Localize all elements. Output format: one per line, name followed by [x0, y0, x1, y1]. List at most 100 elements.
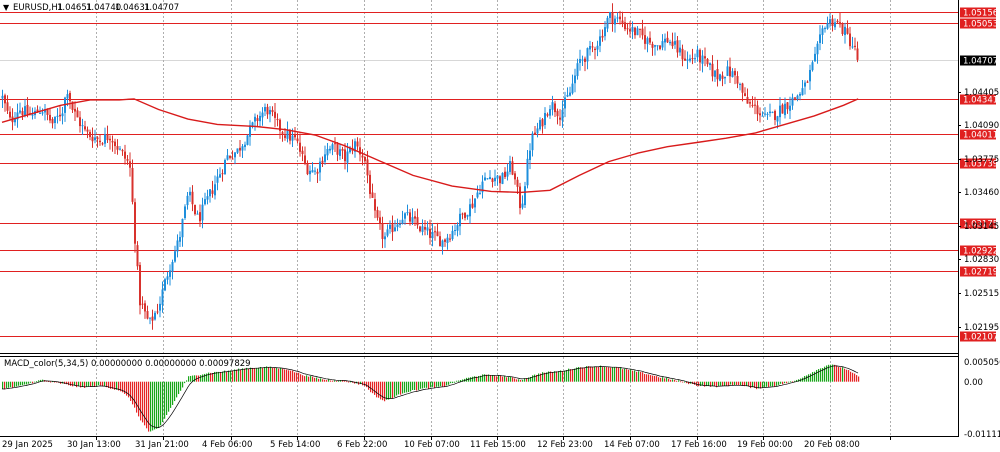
candle[interactable] [249, 120, 251, 146]
candle[interactable] [696, 45, 699, 62]
candle[interactable] [769, 103, 771, 117]
candle[interactable] [566, 87, 569, 98]
candle[interactable] [691, 48, 694, 65]
candle[interactable] [731, 68, 734, 78]
candle[interactable] [74, 101, 76, 122]
candle[interactable] [539, 117, 541, 131]
candle[interactable] [799, 92, 801, 101]
candle[interactable] [849, 26, 851, 50]
candle[interactable] [844, 22, 846, 44]
candle[interactable] [404, 212, 406, 225]
candle[interactable] [641, 19, 644, 40]
candle[interactable] [669, 39, 671, 46]
candle[interactable] [354, 138, 356, 158]
candle[interactable] [376, 206, 379, 221]
candle[interactable] [409, 209, 411, 226]
candle[interactable] [824, 26, 826, 33]
candle[interactable] [556, 108, 559, 125]
candle[interactable] [766, 112, 769, 120]
candlesticks[interactable] [1, 3, 859, 330]
candle[interactable] [124, 144, 126, 165]
candle[interactable] [319, 157, 321, 181]
candle[interactable] [496, 174, 499, 186]
candle[interactable] [804, 80, 806, 95]
candle[interactable] [564, 91, 566, 118]
candle[interactable] [421, 219, 424, 236]
candle[interactable] [324, 145, 326, 165]
candle[interactable] [779, 97, 781, 125]
candle[interactable] [614, 15, 616, 33]
candle[interactable] [841, 22, 844, 36]
candle[interactable] [411, 208, 414, 226]
candle[interactable] [541, 117, 544, 134]
candle[interactable] [774, 109, 776, 126]
candle[interactable] [381, 216, 384, 249]
candle[interactable] [269, 106, 271, 123]
candle[interactable] [789, 96, 791, 120]
candle[interactable] [56, 108, 59, 124]
candle[interactable] [771, 111, 774, 114]
candle[interactable] [591, 42, 594, 53]
candle[interactable] [326, 142, 329, 161]
candle[interactable] [134, 198, 136, 253]
candle[interactable] [519, 182, 521, 215]
candle[interactable] [791, 93, 794, 110]
candle[interactable] [159, 296, 161, 318]
candle[interactable] [589, 40, 591, 56]
candle[interactable] [399, 219, 401, 228]
candle[interactable] [436, 222, 439, 237]
candle[interactable] [336, 141, 339, 162]
candle[interactable] [506, 163, 509, 181]
candle[interactable] [491, 177, 494, 188]
candle[interactable] [181, 218, 184, 247]
candle[interactable] [826, 16, 829, 30]
candle[interactable] [4, 93, 6, 112]
candle[interactable] [126, 154, 129, 165]
candle[interactable] [174, 245, 176, 263]
candle[interactable] [836, 19, 839, 24]
candle[interactable] [544, 107, 546, 129]
candle[interactable] [251, 121, 254, 129]
candle[interactable] [26, 97, 29, 118]
candle[interactable] [629, 21, 631, 38]
candle[interactable] [114, 138, 116, 154]
candle[interactable] [534, 126, 536, 135]
candle[interactable] [406, 204, 409, 216]
candle[interactable] [811, 60, 814, 72]
candle[interactable] [79, 111, 81, 133]
candle[interactable] [241, 143, 244, 158]
candle[interactable] [339, 143, 341, 160]
candle[interactable] [164, 277, 166, 292]
candle[interactable] [786, 102, 789, 114]
candle[interactable] [546, 112, 549, 118]
candle[interactable] [306, 160, 309, 176]
candle[interactable] [169, 264, 171, 286]
candle[interactable] [9, 106, 11, 120]
candle[interactable] [59, 105, 61, 122]
candle[interactable] [189, 187, 191, 202]
candle[interactable] [654, 44, 656, 56]
candle[interactable] [454, 224, 456, 236]
candle[interactable] [186, 191, 189, 210]
candle[interactable] [511, 156, 514, 176]
candle[interactable] [344, 143, 346, 170]
candle[interactable] [831, 14, 834, 32]
candle[interactable] [231, 150, 234, 160]
candle[interactable] [234, 151, 236, 165]
candle[interactable] [471, 195, 474, 209]
candle[interactable] [576, 58, 579, 80]
candle[interactable] [854, 37, 856, 51]
candle[interactable] [144, 300, 146, 319]
candle[interactable] [599, 29, 601, 53]
candle[interactable] [154, 310, 156, 321]
candle[interactable] [309, 165, 311, 182]
candle[interactable] [46, 108, 49, 121]
candle[interactable] [584, 56, 586, 72]
candle[interactable] [549, 105, 551, 119]
candle[interactable] [54, 116, 56, 130]
candle[interactable] [516, 176, 519, 194]
candle[interactable] [796, 94, 799, 102]
candle[interactable] [356, 137, 359, 151]
candle[interactable] [271, 106, 274, 117]
